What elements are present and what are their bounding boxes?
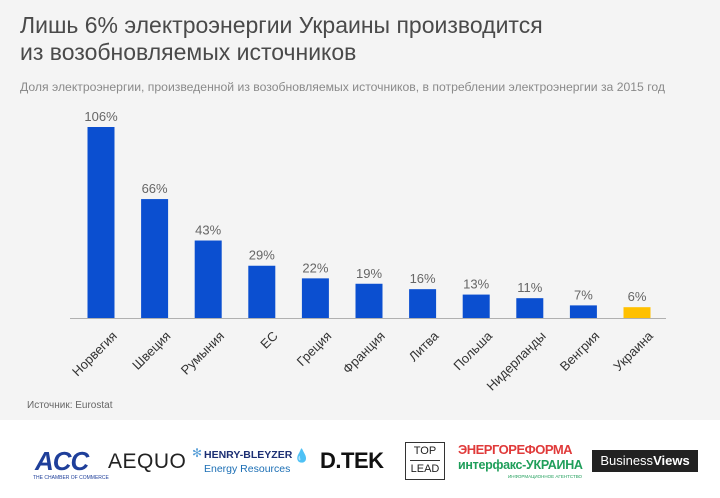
snowflake-icon: ✻: [192, 446, 203, 460]
bar-2: [141, 199, 169, 318]
bar-11: [623, 307, 651, 318]
bar-1: [87, 127, 115, 318]
energoreforma-interfax-logo: ЭНЕРГОРЕФОРМА интерфакс-УКРАИНА ИНФОРМАЦ…: [458, 442, 584, 482]
bar-6: [355, 283, 383, 318]
data-label-10: 7%: [574, 287, 593, 302]
data-label-8: 13%: [463, 277, 489, 292]
acc-logo-subtitle: THE CHAMBER OF COMMERCE: [33, 475, 109, 481]
business-views-part1: Business: [600, 453, 654, 468]
bar-8: [462, 294, 490, 318]
bar-3: [194, 240, 222, 318]
x-tick-label-1: Норвегия: [69, 328, 120, 379]
drop-icon: 💧: [293, 448, 310, 463]
data-label-5: 22%: [302, 260, 328, 275]
data-label-3: 43%: [195, 223, 221, 238]
x-tick-label-10: Венгрия: [557, 328, 603, 374]
aequo-logo: AEQUO: [108, 450, 187, 473]
bar-7: [409, 289, 437, 318]
bar-4: [248, 265, 276, 318]
henry-bleyzer-tagline: Energy Resources: [204, 463, 291, 475]
chart-subtitle: Доля электроэнергии, произведенной из во…: [20, 80, 665, 94]
x-tick-label-4: ЕС: [257, 328, 280, 351]
bar-9: [516, 298, 544, 318]
bar-chart: 106% Норвегия 66% Швеция 43% Румыния 29% ЕС 22% Г…: [69, 109, 666, 393]
business-views-part2: Views: [653, 453, 690, 468]
dtek-logo: D.TEK: [320, 448, 384, 473]
bar-5: [301, 278, 329, 318]
henry-bleyzer-logo: ✻ HENRY-BLEYZER Energy Resources 💧: [192, 446, 310, 482]
acc-logo: ACC THE CHAMBER OF COMMERCE: [27, 446, 109, 484]
business-views-logo: BusinessViews: [592, 450, 698, 472]
toplead-logo: TOP LEAD: [405, 442, 445, 480]
chart-title-line-2: из возобновляемых источников: [20, 39, 357, 65]
energoreforma-text: ЭНЕРГОРЕФОРМА: [458, 442, 573, 457]
acc-logo-text: ACC: [35, 446, 89, 476]
data-label-7: 16%: [410, 271, 436, 286]
chart-title: Лишь 6% электроэнергии Украины производи…: [20, 12, 700, 66]
toplead-line1: TOP: [413, 445, 437, 457]
interfax-text: интерфакс-УКРАИНА: [458, 458, 583, 472]
data-label-2: 66%: [142, 181, 168, 196]
x-tick-label-3: Румыния: [178, 328, 227, 377]
data-label-4: 29%: [249, 248, 275, 263]
x-tick-label-7: Литва: [406, 328, 442, 364]
bar-10: [569, 305, 597, 318]
sponsor-logos-strip: ACC THE CHAMBER OF COMMERCE AEQUO ✻ HENR…: [0, 420, 720, 498]
x-tick-label-8: Польша: [450, 328, 495, 373]
source-note: Источник: Eurostat: [27, 400, 113, 411]
x-tick-label-6: Франция: [340, 328, 388, 376]
toplead-divider: [410, 460, 440, 461]
x-tick-label-2: Швеция: [129, 328, 173, 372]
toplead-line2: LEAD: [410, 463, 440, 475]
data-label-6: 19%: [356, 266, 382, 281]
henry-bleyzer-name: HENRY-BLEYZER: [204, 449, 293, 461]
data-label-1: 106%: [84, 109, 118, 124]
chart-title-line-1: Лишь 6% электроэнергии Украины производи…: [20, 12, 543, 38]
x-tick-label-5: Греция: [294, 328, 335, 369]
data-label-9: 11%: [517, 280, 542, 295]
interfax-note: ИНФОРМАЦИОННОЕ АГЕНТСТВО: [508, 474, 583, 479]
x-tick-label-11: Украина: [610, 328, 656, 374]
data-label-11: 6%: [628, 289, 647, 304]
